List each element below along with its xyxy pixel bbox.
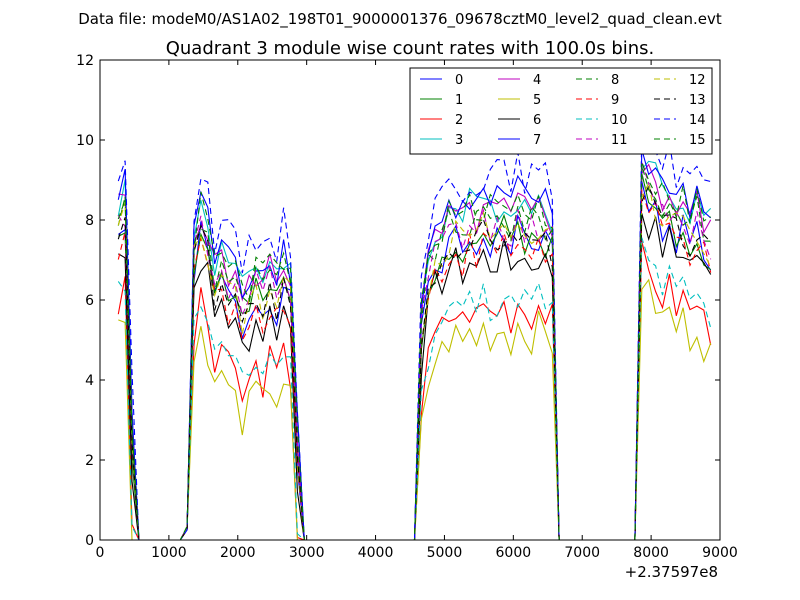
legend-box (409, 67, 713, 155)
series-line-2 (117, 241, 712, 540)
x-tick-label: 1000 (151, 545, 187, 561)
legend-label-10: 10 (611, 113, 628, 128)
data-file-label: Data file: modeM0/AS1A02_198T01_90000013… (78, 10, 722, 29)
x-tick-label: 5000 (427, 545, 463, 561)
series-line-11 (117, 161, 712, 540)
x-tick-label: 3000 (289, 545, 325, 561)
series-line-1 (118, 172, 712, 540)
x-tick-label: 2000 (220, 545, 256, 561)
legend-label-8: 8 (611, 73, 619, 88)
legend-label-12: 12 (689, 73, 706, 88)
legend-label-14: 14 (689, 113, 706, 128)
legend-label-2: 2 (455, 113, 463, 128)
y-tick-label: 12 (76, 53, 94, 69)
legend-label-6: 6 (533, 113, 541, 128)
x-tick-label: 6000 (496, 545, 532, 561)
y-tick-label: 4 (85, 373, 94, 389)
x-tick-label: 8000 (633, 545, 669, 561)
series-line-13 (117, 184, 712, 540)
x-tick-label: 9000 (702, 545, 738, 561)
series-line-15 (117, 161, 711, 540)
legend-label-1: 1 (455, 93, 463, 108)
x-tick-label: 0 (96, 545, 105, 561)
series-line-3 (117, 160, 712, 540)
legend-label-7: 7 (533, 133, 541, 148)
legend-label-11: 11 (611, 133, 628, 148)
y-tick-label: 8 (85, 213, 94, 229)
series-layer (117, 133, 712, 540)
x-axis-offset-label: +2.37597e8 (625, 563, 718, 581)
legend-label-13: 13 (689, 93, 706, 108)
legend-label-5: 5 (533, 93, 541, 108)
legend-label-4: 4 (533, 73, 541, 88)
legend-label-3: 3 (455, 133, 463, 148)
chart-title: Quadrant 3 module wise count rates with … (166, 38, 655, 59)
legend-label-15: 15 (689, 133, 706, 148)
y-tick-label: 0 (85, 533, 94, 549)
series-line-6 (118, 213, 712, 540)
series-line-4 (118, 163, 712, 540)
x-tick-label: 4000 (358, 545, 394, 561)
x-tick-label: 7000 (564, 545, 600, 561)
legend-label-0: 0 (455, 73, 463, 88)
y-tick-label: 6 (85, 293, 94, 309)
series-line-5 (118, 278, 712, 540)
x-axis: 0 1000 2000 3000 4000 5000 6000 7000 8000 9000 (96, 60, 738, 561)
legend-label-9: 9 (611, 93, 619, 108)
y-tick-label: 2 (85, 453, 94, 469)
y-tick-label: 10 (76, 133, 94, 149)
